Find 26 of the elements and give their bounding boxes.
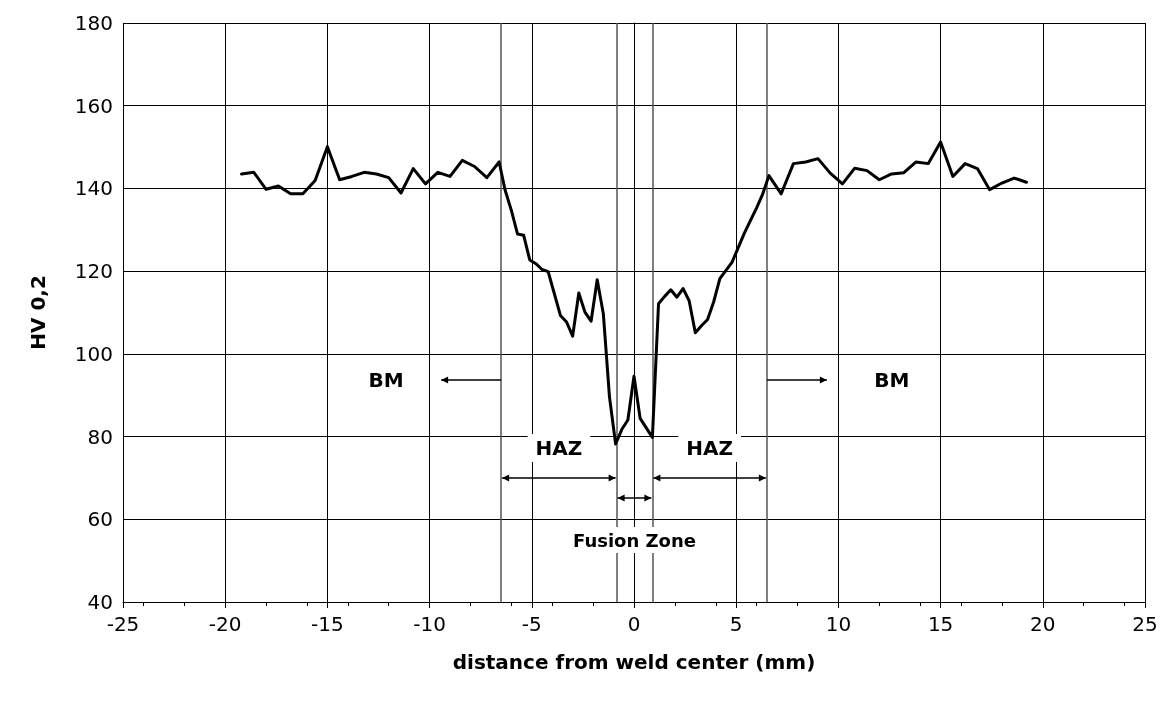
- x-tick-label: 15: [927, 612, 954, 636]
- x-tick-label: 25: [1132, 612, 1158, 636]
- y-tick-label: 60: [87, 507, 113, 532]
- x-tick-label: -20: [208, 612, 242, 636]
- annotation: BM: [368, 368, 404, 392]
- x-axis-title: distance from weld center (mm): [452, 650, 816, 674]
- y-tick-label: 100: [74, 341, 113, 366]
- annotation: HAZ: [686, 436, 733, 460]
- y-tick-label: 40: [87, 590, 113, 614]
- x-tick-label: 10: [825, 612, 852, 636]
- y-axis-title: HV 0,2: [26, 275, 50, 350]
- x-tick-label: 20: [1030, 612, 1056, 636]
- y-tick-label: 160: [74, 93, 113, 118]
- y-tick-label: 120: [74, 259, 113, 284]
- x-tick-label: 0: [627, 612, 641, 636]
- x-tick-label: -5: [521, 612, 542, 636]
- y-tick-label: 80: [87, 424, 113, 449]
- x-tick-label: -15: [311, 612, 344, 636]
- annotation: HAZ: [535, 436, 583, 460]
- y-tick-label: 180: [74, 11, 113, 35]
- x-tick-label: -10: [413, 612, 446, 636]
- annotation: Fusion Zone: [573, 529, 697, 551]
- annotation: BM: [874, 368, 910, 392]
- x-tick-label: 5: [729, 612, 743, 636]
- y-tick-label: 140: [74, 176, 113, 201]
- x-tick-label: -25: [106, 612, 140, 636]
